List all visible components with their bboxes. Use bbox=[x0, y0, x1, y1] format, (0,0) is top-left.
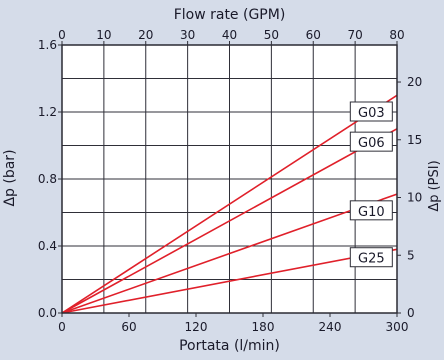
y-left-tick-label: 0.0 bbox=[38, 306, 57, 320]
series-line-g06 bbox=[61, 128, 398, 314]
series-label-g03: G03 bbox=[358, 106, 385, 121]
x-top-tick-label: 0 bbox=[58, 28, 66, 42]
grid bbox=[62, 45, 397, 313]
series-label-box bbox=[349, 200, 393, 221]
x-top-tick-label: 80 bbox=[389, 28, 404, 42]
x-bottom-tick-label: 180 bbox=[252, 320, 275, 334]
y-right-tick-label: 5 bbox=[407, 248, 415, 262]
x-top-axis-title: Flow rate (GPM) bbox=[174, 7, 286, 23]
x-top-tick-label: 20 bbox=[138, 28, 153, 42]
series-label-g06: G06 bbox=[358, 136, 385, 151]
x-bottom-tick-label: 60 bbox=[121, 320, 136, 334]
series-label-g10: G10 bbox=[358, 205, 385, 220]
x-top-tick-label: 10 bbox=[96, 28, 111, 42]
y-right-tick-label: 0 bbox=[407, 306, 415, 320]
x-bottom-axis-title: Portata (l/min) bbox=[179, 338, 280, 354]
y-left-tick-label: 0.4 bbox=[38, 239, 57, 253]
x-top-tick-label: 30 bbox=[180, 28, 195, 42]
y-left-tick-label: 1.2 bbox=[38, 105, 57, 119]
series-label-box bbox=[349, 101, 393, 122]
series-lines bbox=[61, 94, 398, 314]
y-left-axis-title: Δp (bar) bbox=[2, 149, 18, 206]
x-top-tick-label: 40 bbox=[222, 28, 237, 42]
y-left-tick-label: 1.6 bbox=[38, 38, 57, 52]
y-right-tick-label: 20 bbox=[407, 75, 422, 89]
series-label-g25: G25 bbox=[358, 252, 385, 267]
y-right-tick-label: 15 bbox=[407, 133, 422, 147]
series-line-g03 bbox=[61, 94, 398, 314]
x-bottom-tick-label: 120 bbox=[185, 320, 208, 334]
series-label-box bbox=[349, 247, 393, 268]
x-bottom-tick-label: 240 bbox=[319, 320, 342, 334]
x-top-tick-label: 50 bbox=[264, 28, 279, 42]
x-top-tick-label: 70 bbox=[347, 28, 362, 42]
x-top-tick-label: 60 bbox=[306, 28, 321, 42]
series-label-box bbox=[349, 131, 393, 152]
y-right-axis-title: Δp (PSI) bbox=[427, 160, 442, 211]
y-right-tick-label: 10 bbox=[407, 191, 422, 205]
x-bottom-tick-label: 0 bbox=[58, 320, 66, 334]
series-line-g10 bbox=[61, 193, 398, 314]
y-left-tick-label: 0.8 bbox=[38, 172, 57, 186]
series-line-g25 bbox=[61, 248, 398, 314]
x-bottom-tick-label: 300 bbox=[386, 320, 409, 334]
series-labels: G03 G06 G10 G25 bbox=[349, 101, 393, 268]
